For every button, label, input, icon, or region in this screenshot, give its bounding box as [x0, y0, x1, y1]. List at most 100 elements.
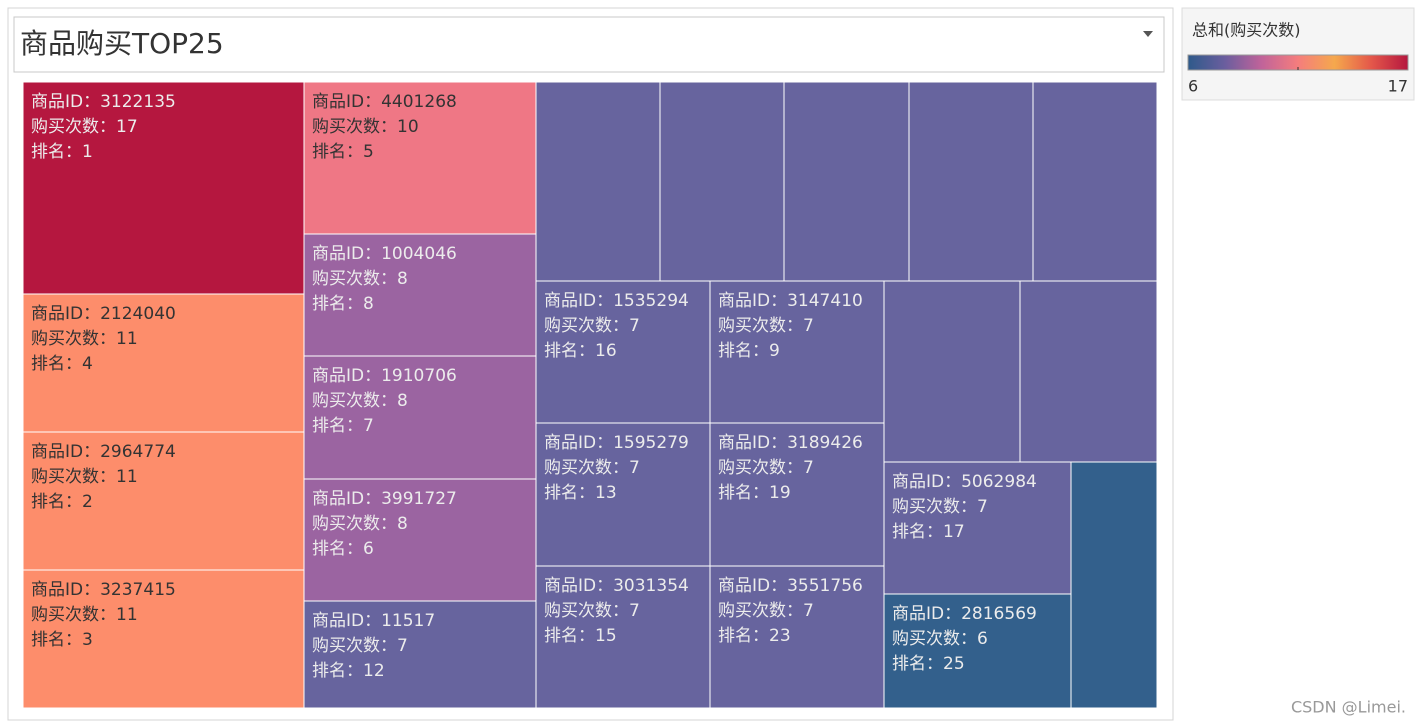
field-value: 7 [629, 601, 640, 621]
treemap-cell [303, 355, 537, 480]
field-label: 购买次数： [544, 601, 629, 621]
cell-label: 排名：4 [31, 354, 93, 374]
field-value: 25 [943, 654, 965, 674]
cell-label: 排名：5 [312, 142, 374, 162]
field-value: 3991727 [381, 489, 457, 509]
field-value: 5062984 [961, 472, 1037, 492]
treemap-cell [303, 600, 537, 709]
cell-label: 排名：1 [31, 142, 93, 162]
treemap-cell [535, 280, 711, 424]
field-value: 23 [769, 626, 791, 646]
field-value: 1535294 [613, 291, 689, 311]
cell-label: 购买次数：7 [718, 316, 814, 336]
field-value: 12 [363, 661, 385, 681]
field-value: 19 [769, 483, 791, 503]
treemap-cell [303, 81, 537, 235]
field-label: 排名： [312, 142, 363, 162]
cell-label: 商品ID：4401268 [312, 92, 457, 112]
field-label: 排名： [31, 492, 82, 512]
treemap-cell [535, 81, 661, 282]
field-value: 17 [943, 522, 965, 542]
field-value: 17 [116, 117, 138, 137]
field-value: 3237415 [100, 580, 176, 600]
cell-label: 购买次数：7 [544, 458, 640, 478]
field-value: 3147410 [787, 291, 863, 311]
field-label: 购买次数： [544, 316, 629, 336]
field-value: 10 [397, 117, 419, 137]
treemap-cell [22, 81, 305, 295]
field-value: 7 [397, 636, 408, 656]
field-label: 商品ID： [544, 433, 613, 453]
treemap-cell [883, 593, 1072, 709]
treemap-cell [709, 422, 885, 567]
field-value: 1910706 [381, 366, 457, 386]
cell-label: 购买次数：8 [312, 269, 408, 289]
cell-label: 商品ID：1595279 [544, 433, 689, 453]
cell-label: 排名：6 [312, 539, 374, 559]
field-value: 16 [595, 341, 617, 361]
field-value: 3122135 [100, 92, 176, 112]
cell-label: 商品ID：1535294 [544, 291, 689, 311]
field-label: 商品ID： [544, 576, 613, 596]
field-value: 8 [397, 269, 408, 289]
legend-title: 总和(购买次数) [1192, 21, 1301, 40]
cell-label: 排名：15 [544, 626, 617, 646]
treemap-cell [22, 431, 305, 571]
treemap-cell [1019, 280, 1158, 463]
field-label: 商品ID： [544, 291, 613, 311]
field-value: 8 [397, 391, 408, 411]
field-label: 商品ID： [31, 580, 100, 600]
field-label: 购买次数： [312, 514, 397, 534]
field-value: 3031354 [613, 576, 689, 596]
cell-label: 排名：17 [892, 522, 965, 542]
field-value: 9 [769, 341, 780, 361]
title-box [13, 16, 1165, 73]
watermark: CSDN @Limei. [1291, 698, 1406, 717]
field-value: 8 [397, 514, 408, 534]
cell-label: 购买次数：7 [544, 316, 640, 336]
field-label: 排名： [312, 661, 363, 681]
field-label: 购买次数： [892, 497, 977, 517]
field-label: 购买次数： [312, 269, 397, 289]
cell-label: 排名：3 [31, 630, 93, 650]
field-label: 排名： [31, 630, 82, 650]
cell-label: 排名：9 [718, 341, 780, 361]
field-label: 排名： [544, 483, 595, 503]
cell-label: 排名：7 [312, 416, 374, 436]
field-value: 7 [629, 316, 640, 336]
cell-label: 购买次数：7 [718, 458, 814, 478]
cell-label: 排名：25 [892, 654, 965, 674]
legend-max: 17 [1388, 77, 1408, 96]
field-value: 2816569 [961, 604, 1037, 624]
field-label: 排名： [312, 294, 363, 314]
field-label: 排名： [718, 341, 769, 361]
treemap-cell [22, 569, 305, 709]
cell-label: 购买次数：11 [31, 329, 138, 349]
cell-label: 商品ID：2964774 [31, 442, 176, 462]
field-value: 7 [629, 458, 640, 478]
field-label: 排名： [718, 483, 769, 503]
cell-label: 商品ID：3991727 [312, 489, 457, 509]
dropdown-arrow[interactable] [1143, 31, 1153, 37]
cell-label: 商品ID：3147410 [718, 291, 863, 311]
field-label: 购买次数： [31, 117, 116, 137]
cell-label: 商品ID：5062984 [892, 472, 1037, 492]
field-value: 1595279 [613, 433, 689, 453]
field-label: 购买次数： [892, 629, 977, 649]
field-label: 购买次数： [718, 458, 803, 478]
field-value: 7 [803, 458, 814, 478]
treemap-cell [22, 293, 305, 433]
cell-label: 排名：19 [718, 483, 791, 503]
cell-label: 排名：8 [312, 294, 374, 314]
cell-label: 商品ID：3189426 [718, 433, 863, 453]
field-value: 1 [82, 142, 93, 162]
cell-label: 商品ID：2816569 [892, 604, 1037, 624]
cell-label: 排名：16 [544, 341, 617, 361]
field-label: 购买次数： [31, 467, 116, 487]
treemap-cell [709, 565, 885, 709]
treemap-cell [535, 422, 711, 567]
treemap: 商品ID：3122135购买次数：17排名：1商品ID：2124040购买次数：… [22, 81, 1158, 709]
legend-min: 6 [1188, 77, 1198, 96]
cell-label: 购买次数：7 [718, 601, 814, 621]
